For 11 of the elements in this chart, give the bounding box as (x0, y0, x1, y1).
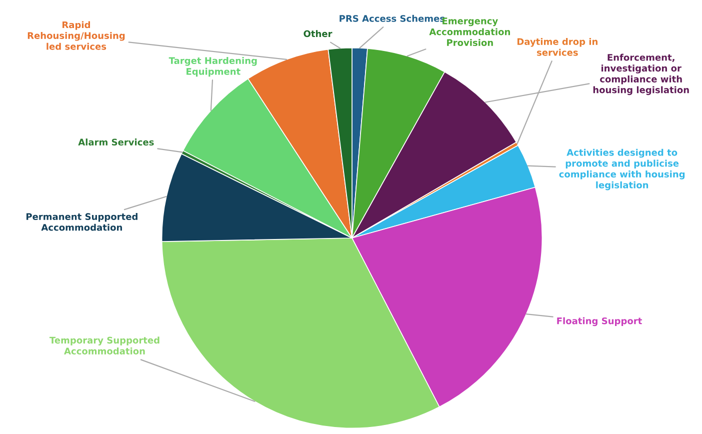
slice-label: Permanent Supported Accommodation (26, 213, 138, 231)
slice-label: Daytime drop in services (517, 38, 598, 56)
slice-label: Enforcement, investigation or compliance with housing legislation (593, 54, 689, 96)
slice-label: Activities designed to promote and publicise compliance with housing legislation (559, 148, 685, 190)
slice-label: Alarm Services (78, 138, 154, 146)
slice-label: Target Hardening Equipment (168, 57, 257, 77)
slice-label: PRS Access Schemes (340, 14, 445, 22)
slice-label: Floating Support (557, 317, 642, 326)
slice-label: Temporary Supported Accommodation (49, 336, 160, 354)
slice-label: Rapid Rehousing/Housing led services (28, 21, 125, 50)
slice-label: Other (304, 30, 332, 38)
